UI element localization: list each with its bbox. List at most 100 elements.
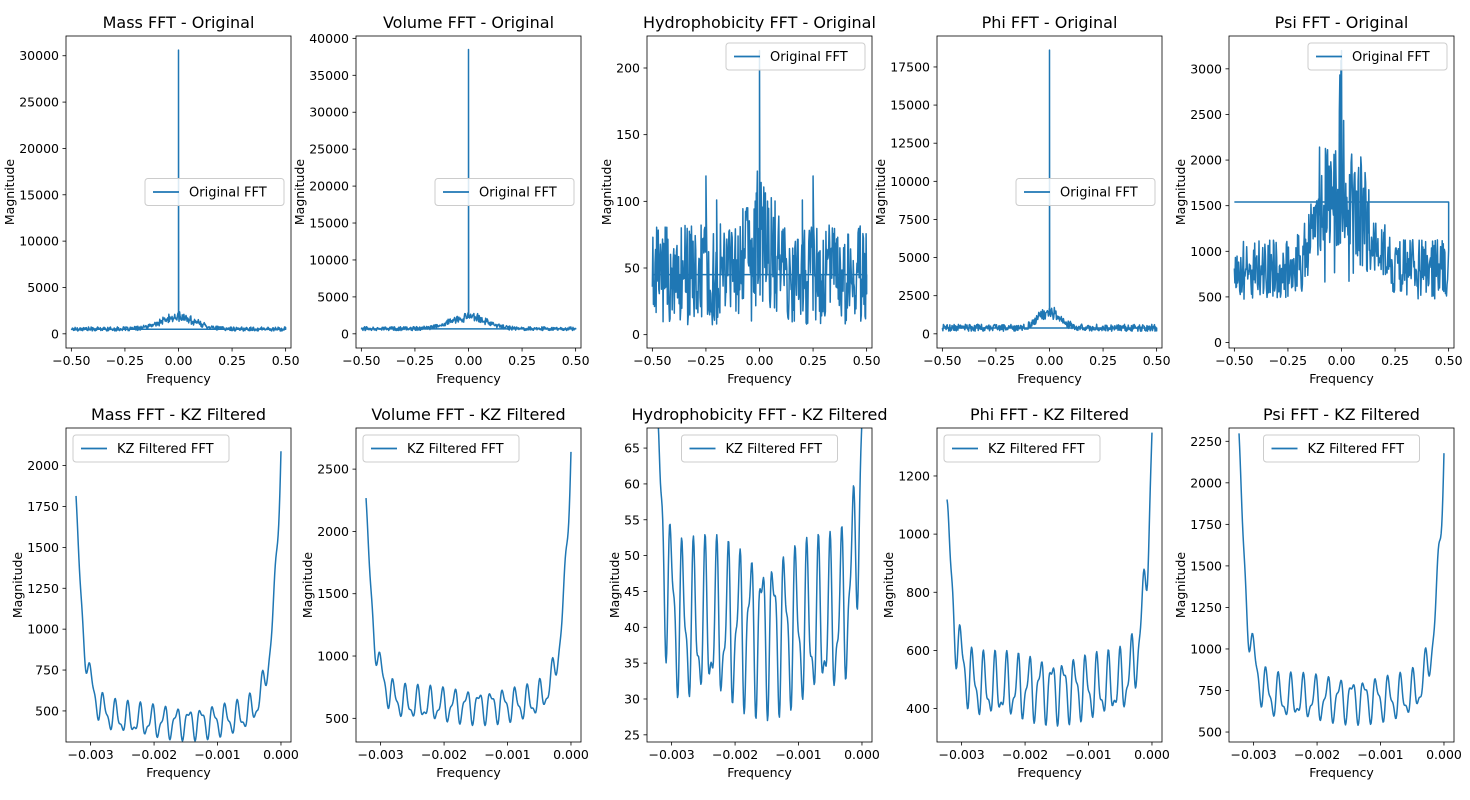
y-tick-label: 150 xyxy=(616,127,640,142)
y-tick-label: 25000 xyxy=(309,142,349,157)
legend: Original FFT xyxy=(144,178,285,206)
axes-frame xyxy=(646,427,873,743)
x-tick-label: −0.002 xyxy=(1294,747,1340,762)
legend-label: Original FFT xyxy=(1352,50,1430,65)
y-tick-label: 2000 xyxy=(27,458,59,473)
y-tick-label: 10000 xyxy=(309,252,349,267)
y-tick-label: 25 xyxy=(624,727,640,742)
x-tick-label: 0.25 xyxy=(799,353,827,368)
y-tick-label: 5000 xyxy=(317,289,349,304)
x-tick-label: 0.000 xyxy=(844,747,880,762)
x-tick-label: −0.002 xyxy=(712,747,758,762)
subplot-10: −0.003 −0.002 −0.001 0.000 500 750 1000 1250 150… xyxy=(1173,405,1462,780)
x-tick-label: 0.00 xyxy=(746,353,774,368)
y-tick-label: 35000 xyxy=(309,68,349,83)
legend-label: KZ Filtered FFT xyxy=(726,442,823,457)
x-axis-label: Frequency xyxy=(146,371,211,386)
y-tick-label: 750 xyxy=(35,663,59,678)
subplot-title: Mass FFT - KZ Filtered xyxy=(91,405,266,424)
legend-box xyxy=(1307,42,1448,71)
y-tick-label: 200 xyxy=(616,61,640,76)
legend: Original FFT xyxy=(725,42,866,71)
y-axis-label: Magnitude xyxy=(599,159,614,226)
y-tick-label: 40000 xyxy=(309,31,349,46)
x-axis-label: Frequency xyxy=(436,765,501,780)
x-axis-label: Frequency xyxy=(146,765,211,780)
y-tick-label: 20000 xyxy=(19,141,59,156)
x-tick-label: −0.002 xyxy=(131,747,177,762)
y-tick-label: 35 xyxy=(624,656,640,671)
subplot-2: −0.50 −0.25 0.00 0.25 0.50 0 5000 10000 15000 200… xyxy=(292,13,590,386)
y-axis-label: Magnitude xyxy=(873,159,888,226)
y-axis-label: Magnitude xyxy=(292,159,307,226)
x-tick-label: −0.003 xyxy=(648,747,694,762)
legend-box xyxy=(681,434,838,463)
x-tick-label: −0.002 xyxy=(1002,747,1048,762)
y-tick-label: 1000 xyxy=(27,622,59,637)
y-tick-label: 500 xyxy=(1198,289,1222,304)
legend-box xyxy=(144,178,285,206)
y-tick-label: 65 xyxy=(624,441,640,456)
x-tick-label: −0.003 xyxy=(67,747,113,762)
subplot-6: −0.003 −0.002 −0.001 0.000 500 750 1000 1250 150… xyxy=(10,405,299,780)
y-tick-label: 400 xyxy=(906,701,930,716)
x-tick-label: 0.50 xyxy=(853,353,881,368)
x-tick-label: −0.001 xyxy=(1065,747,1111,762)
y-tick-label: 1000 xyxy=(1190,641,1222,656)
legend: Original FFT xyxy=(434,178,575,206)
series-line xyxy=(365,451,572,727)
y-tick-label: 1500 xyxy=(1190,198,1222,213)
x-tick-label: 0.25 xyxy=(1089,353,1117,368)
legend-label: KZ Filtered FFT xyxy=(407,442,504,457)
series-line xyxy=(1233,49,1450,300)
y-tick-label: 500 xyxy=(1198,725,1222,740)
y-tick-label: 25000 xyxy=(19,95,59,110)
y-axis-label: Magnitude xyxy=(10,552,25,619)
y-tick-label: 1250 xyxy=(1190,600,1222,615)
x-tick-label: 0.50 xyxy=(272,353,300,368)
x-tick-label: −0.50 xyxy=(342,353,380,368)
x-tick-label: 0.000 xyxy=(553,747,589,762)
y-tick-label: 3000 xyxy=(1190,61,1222,76)
x-tick-label: 0.00 xyxy=(1036,353,1064,368)
subplot-title: Phi FFT - KZ Filtered xyxy=(970,405,1129,424)
y-tick-label: 1750 xyxy=(1190,517,1222,532)
y-tick-label: 0 xyxy=(1214,335,1222,350)
legend-label: Original FFT xyxy=(189,186,267,201)
y-tick-label: 17500 xyxy=(890,59,930,74)
x-tick-label: 0.000 xyxy=(1426,747,1462,762)
y-tick-label: 0 xyxy=(632,327,640,342)
x-axis-label: Frequency xyxy=(436,371,501,386)
subplot-title: Hydrophobicity FFT - Original xyxy=(643,13,876,32)
y-tick-label: 600 xyxy=(906,643,930,658)
axes-frame xyxy=(1228,427,1455,743)
y-tick-label: 5000 xyxy=(898,250,930,265)
series-line xyxy=(651,49,868,326)
y-tick-label: 1500 xyxy=(1190,558,1222,573)
x-tick-label: −0.50 xyxy=(1215,353,1253,368)
legend-box xyxy=(1015,178,1156,206)
x-tick-label: −0.003 xyxy=(1230,747,1276,762)
legend-box xyxy=(362,434,520,463)
y-tick-label: 1250 xyxy=(27,581,59,596)
x-tick-label: 0.000 xyxy=(1134,747,1170,762)
y-tick-label: 12500 xyxy=(890,136,930,151)
subplot-7: −0.003 −0.002 −0.001 0.000 500 1000 1500 2000 25… xyxy=(300,405,589,780)
x-tick-label: −0.50 xyxy=(52,353,90,368)
x-tick-label: −0.002 xyxy=(421,747,467,762)
y-tick-label: 2000 xyxy=(317,524,349,539)
x-tick-label: −0.25 xyxy=(396,353,434,368)
y-tick-label: 60 xyxy=(624,476,640,491)
x-tick-label: −0.003 xyxy=(357,747,403,762)
x-tick-label: 0.25 xyxy=(218,353,246,368)
y-tick-label: 1500 xyxy=(27,540,59,555)
legend: KZ Filtered FFT xyxy=(72,434,230,463)
x-tick-label: −0.25 xyxy=(687,353,725,368)
y-tick-label: 2000 xyxy=(1190,475,1222,490)
subplot-1: −0.50 −0.25 0.00 0.25 0.50 0 5000 10000 15000 200… xyxy=(2,13,300,386)
legend-label: KZ Filtered FFT xyxy=(1308,442,1405,457)
x-tick-label: 0.000 xyxy=(263,747,299,762)
legend-label: KZ Filtered FFT xyxy=(117,442,214,457)
y-tick-label: 50 xyxy=(624,261,640,276)
